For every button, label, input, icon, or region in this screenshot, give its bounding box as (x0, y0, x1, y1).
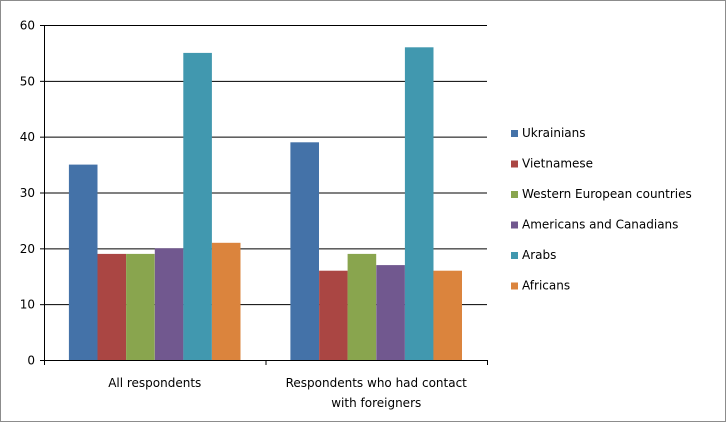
bar-americans-and-canadians-2 (376, 265, 405, 360)
legend-swatch (511, 252, 518, 259)
legend-label: Arabs (522, 248, 556, 262)
bar-arabs-2 (404, 47, 434, 361)
legend-label: Ukrainians (522, 126, 586, 140)
legend-label: Americans and Canadians (522, 218, 678, 232)
legend-label: Vietnamese (522, 157, 593, 171)
legend-swatch (511, 221, 518, 229)
x-category-label: All respondents (108, 376, 201, 390)
bar-ukrainians-2 (290, 142, 319, 361)
legend-swatch (511, 191, 518, 198)
bar-western-european-countries-2 (347, 253, 377, 360)
legend: Ukrainians Vietnamese Western European cou… (511, 126, 692, 293)
y-tick-label: 30 (20, 186, 35, 200)
y-tick-label: 50 (20, 74, 35, 88)
legend-label: Africans (522, 279, 570, 293)
legend-item-western-european-countries: Western European countries (511, 187, 692, 201)
y-tick-label: 10 (20, 298, 35, 312)
legend-swatch (511, 130, 518, 137)
bar-vietnamese-2 (319, 270, 348, 360)
bar-africans-1 (211, 242, 241, 361)
bar-arabs-1 (183, 52, 212, 361)
legend-item-ukrainians: Ukrainians (511, 126, 586, 140)
y-tick-label: 40 (20, 130, 35, 144)
x-category-label: Respondents who had contact (286, 376, 468, 390)
bar-ukrainians-1 (68, 164, 98, 360)
legend-item-americans-and-canadians: Americans and Canadians (511, 218, 678, 232)
bar-americans-and-canadians-1 (154, 248, 184, 360)
bars (68, 47, 462, 361)
bar-africans-2 (433, 270, 462, 360)
y-tick-label: 20 (20, 242, 35, 256)
legend-item-africans: Africans (511, 279, 570, 293)
legend-label: Western European countries (522, 187, 692, 201)
x-category-label: with foreigners (331, 396, 421, 410)
bar-western-european-countries-1 (126, 253, 155, 360)
legend-item-vietnamese: Vietnamese (511, 157, 593, 171)
y-tick-label: 0 (27, 354, 35, 368)
bar-vietnamese-1 (97, 253, 127, 360)
legend-swatch (511, 160, 518, 168)
y-tick-label: 60 (20, 19, 35, 33)
legend-swatch (511, 282, 518, 290)
legend-item-arabs: Arabs (511, 248, 556, 262)
axes: 0 10 20 30 40 50 60 All respondents Respondents … (20, 19, 488, 410)
